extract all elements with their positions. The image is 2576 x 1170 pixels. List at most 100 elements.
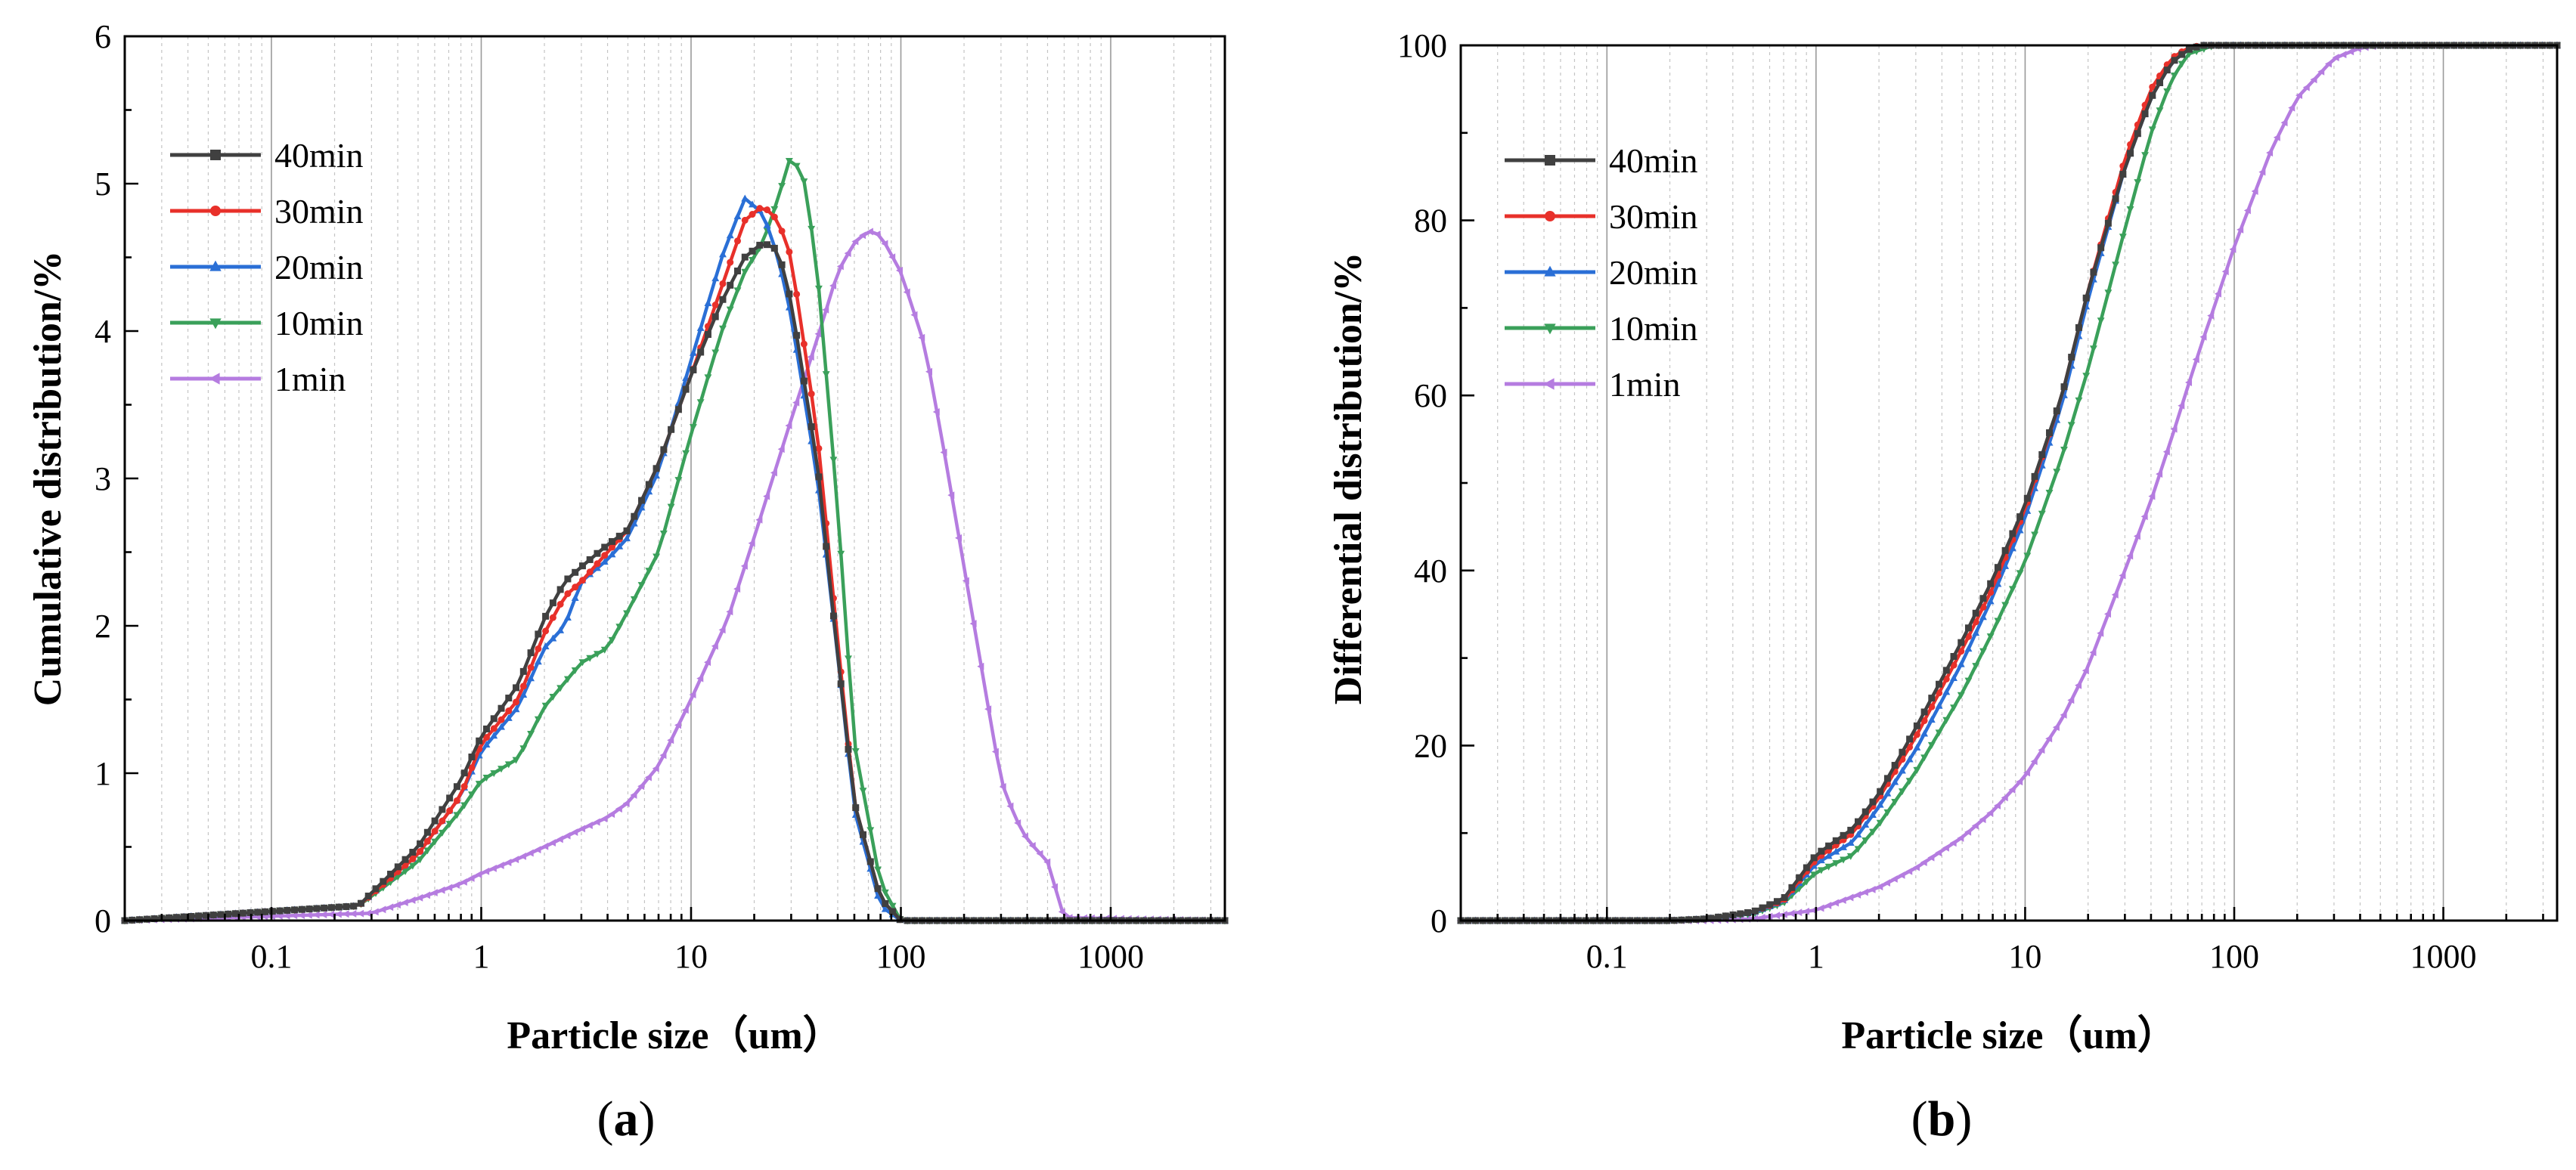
data-point-40min-b — [2038, 450, 2046, 458]
data-point-40min-a — [778, 261, 786, 268]
data-point-1min-a — [667, 736, 674, 744]
data-point-1min-b — [2133, 532, 2140, 540]
data-point-10min-b — [2156, 107, 2164, 115]
data-point-10min-a — [534, 716, 542, 723]
data-point-20min-a — [549, 634, 557, 642]
data-point-10min-a — [541, 702, 550, 710]
data-point-40min-a — [866, 858, 874, 865]
data-point-1min-a — [903, 288, 910, 296]
data-point-40min-b — [1920, 708, 1928, 716]
data-point-40min-b — [2090, 268, 2097, 276]
data-point-30min-a — [498, 716, 505, 723]
data-point-1min-a — [681, 706, 689, 714]
data-point-10min-b — [1876, 819, 1884, 827]
data-point-1min-a — [947, 491, 955, 500]
data-point-10min-b — [1927, 741, 1936, 749]
data-point-1min-b — [2251, 187, 2258, 195]
data-point-1min-a — [357, 909, 364, 918]
data-point-30min-a — [578, 577, 586, 584]
data-point-10min-a — [851, 748, 860, 756]
data-point-30min-a — [594, 560, 601, 568]
data-point-40min-b — [1744, 908, 1752, 916]
data-point-10min-a — [653, 553, 661, 561]
legend-b: 40min 30min 20min 10min 1min — [1505, 141, 1698, 404]
data-point-40min-b — [2178, 51, 2186, 58]
caption-letter-a: a — [614, 1091, 639, 1147]
data-point-1min-a — [829, 282, 837, 289]
y-axis-title-a: Cumulative distribution/% — [26, 251, 70, 706]
data-point-1min-a — [386, 903, 394, 912]
data-point-10min-a — [556, 685, 565, 692]
data-point-1min-a — [1028, 841, 1036, 850]
data-point-40min-b — [1958, 639, 1965, 646]
data-point-1min-a — [814, 330, 822, 338]
data-point-40min-b — [1788, 884, 1796, 891]
data-point-1min-b — [1846, 893, 1854, 902]
data-point-20min-b — [1905, 755, 1914, 763]
data-point-10min-b — [2097, 317, 2105, 325]
caption-b: (b) — [1911, 1091, 1973, 1147]
data-point-40min-a — [409, 849, 417, 856]
data-point-40min-a — [734, 268, 742, 275]
data-point-1min-a — [526, 849, 534, 857]
data-point-1min-a — [785, 422, 792, 430]
data-point-1min-b — [2332, 54, 2339, 62]
data-point-1min-a — [320, 911, 327, 919]
data-point-1min-a — [873, 231, 881, 238]
data-point-30min-a — [417, 848, 424, 856]
data-point-1min-a — [807, 353, 814, 361]
data-point-1min-a — [955, 534, 963, 542]
data-point-10min-a — [704, 374, 712, 382]
data-point-10min-b — [2023, 552, 2032, 560]
data-point-10min-b — [2134, 179, 2142, 187]
data-point-1min-a — [770, 469, 777, 477]
data-point-40min-b — [1891, 762, 1899, 769]
legend-label-40min-a: 40min — [274, 136, 364, 175]
data-point-10min-b — [2008, 586, 2016, 593]
data-point-30min-a — [608, 543, 615, 551]
data-point-40min-b — [1928, 695, 1936, 702]
data-point-20min-b — [1942, 688, 1951, 695]
data-point-1min-a — [438, 886, 445, 894]
data-point-10min-a — [711, 349, 720, 357]
data-point-20min-b — [1840, 843, 1847, 850]
data-point-20min-a — [519, 691, 528, 698]
data-point-40min-b — [1832, 837, 1840, 844]
data-point-1min-a — [851, 237, 859, 246]
data-point-30min-a — [793, 290, 801, 298]
data-point-1min-a — [748, 539, 755, 547]
data-point-10min-a — [563, 676, 572, 683]
data-point-10min-a — [623, 610, 631, 618]
data-point-1min-a — [401, 899, 408, 907]
data-point-1min-b — [2111, 590, 2119, 599]
data-point-10min-a — [888, 902, 897, 910]
data-point-1min-a — [408, 896, 416, 904]
data-point-40min-b — [1715, 913, 1722, 921]
y-tick-label-b: 20 — [1414, 727, 1447, 764]
data-point-10min-b — [2060, 447, 2068, 454]
data-point-1min-a — [467, 874, 475, 882]
data-point-1min-a — [1021, 832, 1028, 840]
data-point-10min-a — [498, 766, 505, 773]
data-point-1min-a — [836, 262, 844, 271]
data-point-1min-a — [453, 881, 460, 889]
data-point-40min-a — [335, 903, 343, 911]
data-point-40min-a — [254, 908, 262, 916]
y-tick-label-a: 4 — [95, 313, 111, 350]
data-point-30min-a — [586, 568, 594, 576]
data-point-10min-a — [453, 812, 461, 819]
data-point-20min-b — [1869, 810, 1877, 818]
data-point-40min-b — [2046, 429, 2054, 437]
data-point-1min-a — [999, 783, 1006, 791]
data-point-10min-b — [1846, 853, 1855, 860]
data-point-1min-b — [1809, 906, 1817, 915]
data-point-1min-b — [2347, 48, 2354, 56]
data-point-10min-b — [1935, 729, 1943, 737]
data-point-40min-b — [2075, 323, 2082, 331]
data-point-1min-a — [445, 884, 453, 892]
data-point-40min-a — [704, 331, 711, 339]
data-point-1min-a — [630, 791, 637, 799]
data-point-1min-b — [2221, 268, 2229, 276]
data-point-30min-a — [778, 228, 786, 235]
data-point-1min-b — [1905, 867, 1913, 875]
